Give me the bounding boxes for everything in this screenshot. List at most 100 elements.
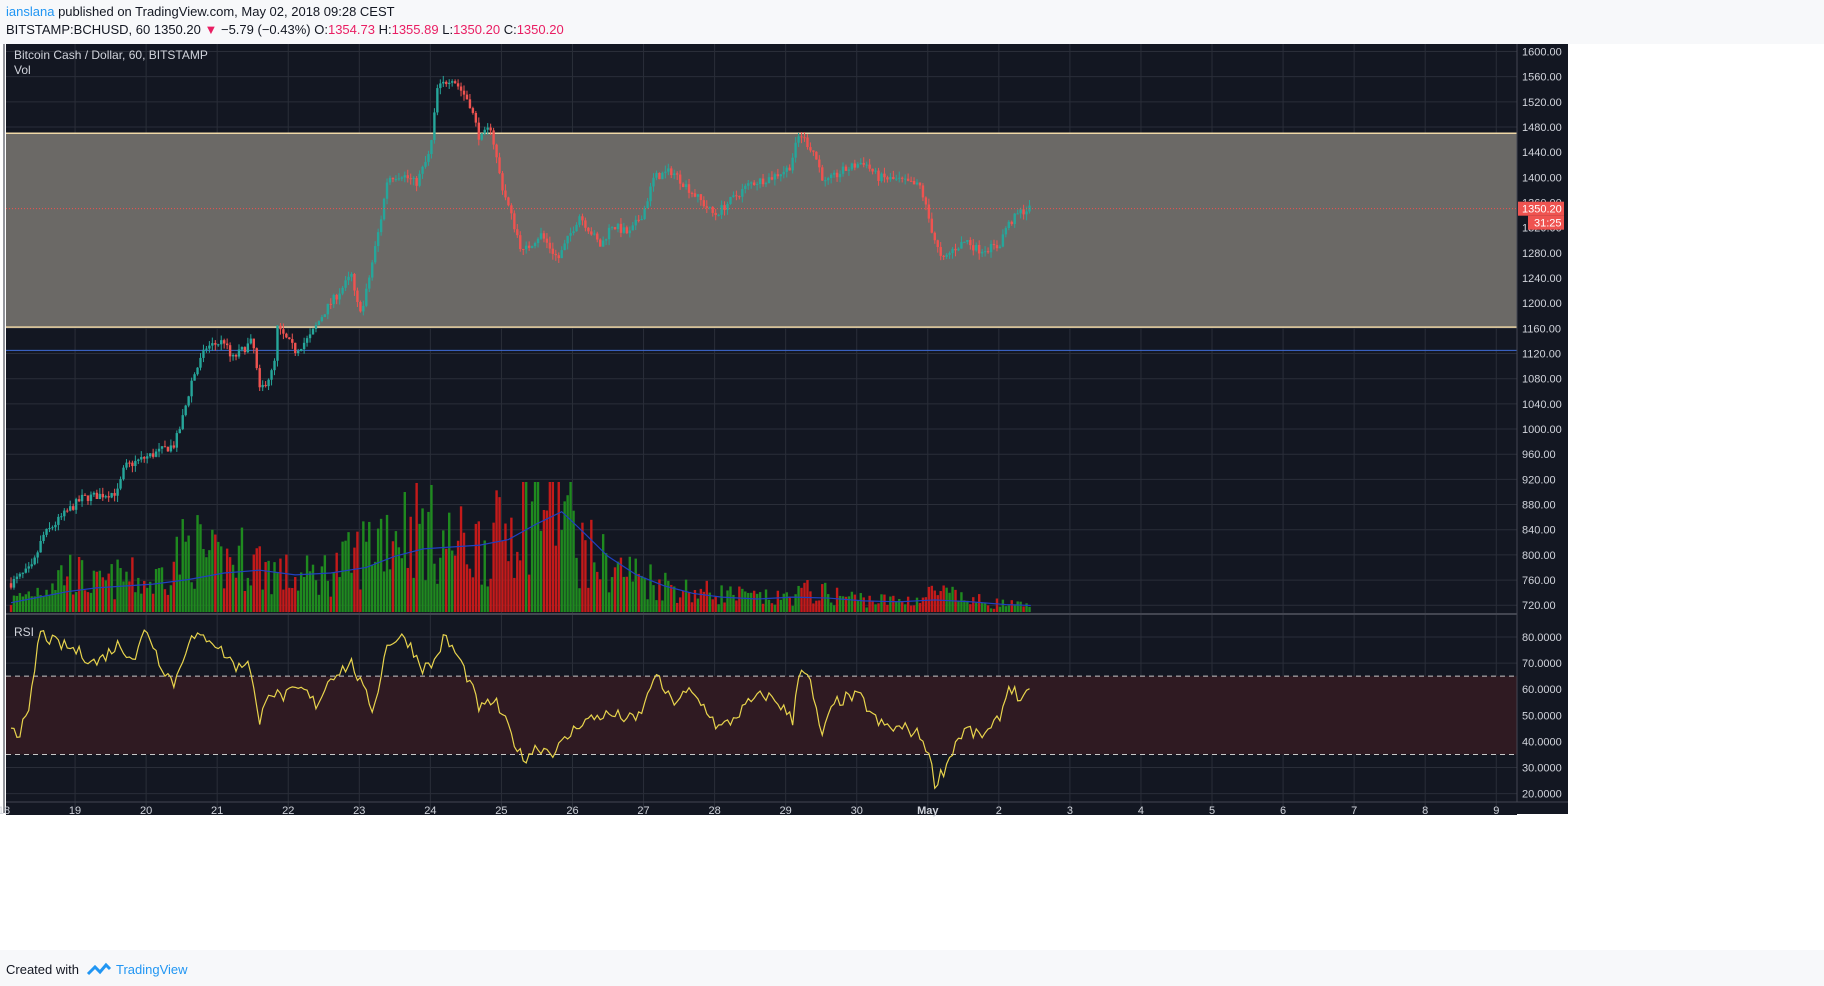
price-tick-label: 1120.00 (1522, 349, 1561, 361)
volume-bar (889, 596, 892, 612)
volume-bar (599, 579, 602, 612)
volume-bar (388, 569, 392, 612)
volume-bar (104, 580, 107, 612)
candle-body (92, 492, 96, 495)
candle-body (365, 288, 368, 306)
candle-body (231, 354, 235, 357)
volume-bar (338, 577, 341, 612)
candle-body (670, 168, 673, 176)
candle-body (12, 579, 16, 588)
volume-bar (231, 564, 235, 612)
chart-area[interactable]: 720.00 760.00 800.00 840.00 880.00 920.00 960.… (0, 44, 1824, 950)
volume-bar (282, 589, 285, 612)
tradingview-logo-icon[interactable] (86, 962, 112, 978)
candle-body (1019, 209, 1022, 214)
candle-body (465, 94, 469, 100)
price-tick-label: 800.00 (1522, 550, 1556, 562)
volume-bar (975, 602, 978, 612)
candle-body (675, 173, 679, 175)
volume-bar (963, 600, 966, 612)
volume-bar (593, 562, 596, 612)
candle-body (317, 321, 321, 325)
chart-canvas[interactable]: 720.00760.00800.00840.00880.00920.00960.… (0, 44, 1824, 950)
candle-body (172, 445, 176, 448)
volume-bar (853, 594, 857, 612)
high-label: H: (378, 22, 392, 37)
volume-bar (939, 591, 942, 612)
candle-body (1025, 211, 1028, 215)
volume-bar (181, 519, 184, 612)
price-tick-label: 880.00 (1522, 500, 1556, 512)
candle-body (258, 368, 261, 388)
volume-bar (646, 599, 649, 612)
candle-body (140, 457, 143, 460)
volume-bar (92, 570, 96, 612)
volume-bar (915, 597, 919, 612)
volume-bar (21, 596, 25, 612)
candle-body (782, 171, 785, 175)
volume-bar (453, 555, 457, 612)
chart-title: Bitcoin Cash / Dollar, 60, BITSTAMP (14, 48, 208, 62)
candle-body (347, 276, 350, 281)
volume-bar (948, 592, 951, 612)
volume-bar (252, 554, 255, 612)
candle-body (459, 86, 463, 91)
volume-bar (418, 523, 421, 612)
candle-body (323, 314, 327, 318)
candle-body (504, 190, 507, 198)
candle-body (480, 133, 483, 140)
candle-body (610, 227, 614, 229)
candle-body (376, 232, 380, 247)
candle-body (856, 164, 859, 168)
candle-body (539, 233, 543, 239)
volume-bar (36, 587, 39, 612)
candle-body (220, 340, 223, 345)
candle-body (649, 186, 652, 202)
volume-bar (465, 564, 469, 612)
candle-body (732, 195, 735, 197)
candle-body (145, 456, 149, 459)
volume-bar (202, 548, 205, 612)
volume-bar (172, 561, 176, 612)
price-tick-label: 1440.00 (1522, 147, 1562, 159)
volume-bar (560, 530, 563, 612)
candle-body (305, 338, 309, 343)
volume-bar (175, 536, 179, 612)
volume-bar (986, 605, 990, 612)
volume-bar (610, 577, 614, 612)
candle-body (785, 167, 788, 172)
high-value: 1355.89 (391, 22, 439, 37)
volume-bar (670, 584, 673, 612)
candle-body (299, 349, 303, 351)
candle-body (637, 219, 640, 221)
volume-bar (613, 567, 617, 612)
candle-body (148, 453, 152, 457)
volume-bar (311, 564, 315, 612)
candle-body (764, 183, 768, 185)
candle-body (291, 339, 294, 343)
candle-body (297, 350, 300, 354)
volume-bar (498, 497, 501, 612)
candle-body (883, 173, 886, 178)
volume-bar (767, 599, 771, 612)
candle-body (661, 172, 664, 180)
volume-bar (353, 547, 356, 612)
tradingview-brand[interactable]: TradingView (116, 962, 188, 977)
volume-bar (504, 523, 507, 612)
candle-body (912, 180, 916, 185)
volume-bar (527, 574, 531, 612)
candle-body (871, 168, 874, 172)
volume-bar (178, 574, 181, 612)
volume-bar (714, 596, 717, 612)
rsi-label: RSI (14, 625, 34, 639)
author-link[interactable]: ianslana (6, 4, 55, 19)
volume-bar (495, 490, 498, 612)
volume-bar (581, 522, 584, 612)
candle-body (898, 177, 901, 179)
candle-body (311, 328, 315, 335)
candle-body (418, 173, 421, 186)
volume-bar (678, 597, 682, 612)
price-tick-label: 1000.00 (1522, 424, 1562, 436)
candle-body (522, 248, 525, 250)
volume-bar (690, 602, 694, 612)
